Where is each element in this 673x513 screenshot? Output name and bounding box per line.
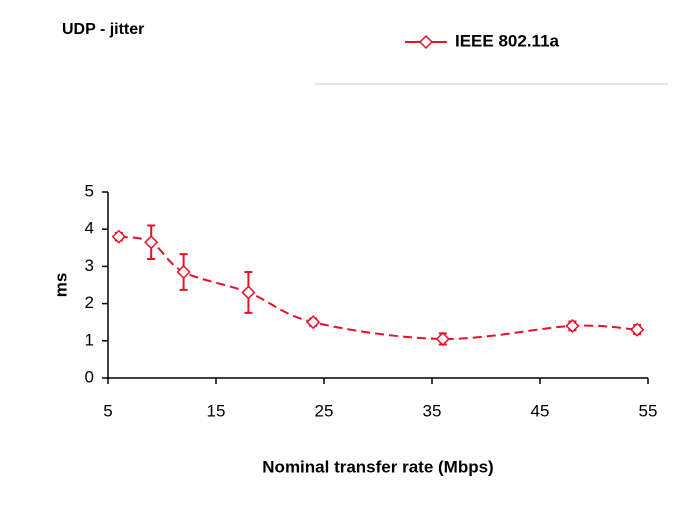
x-tick-label: 25 — [315, 401, 334, 420]
data-point — [565, 318, 580, 333]
y-tick-label: 1 — [85, 330, 94, 349]
data-point — [176, 264, 191, 280]
data-line — [118, 235, 638, 340]
legend-marker — [418, 34, 434, 50]
y-tick-label: 4 — [85, 219, 94, 238]
legend-label: IEEE 802.11a — [455, 31, 560, 50]
data-point — [241, 285, 256, 300]
y-tick-label: 3 — [85, 256, 94, 275]
data-point — [306, 315, 321, 330]
x-axis-label: Nominal transfer rate (Mbps) — [262, 457, 493, 476]
data-point — [630, 322, 645, 337]
data-point — [144, 235, 159, 250]
y-tick-label: 2 — [85, 293, 94, 312]
y-axis-label: ms — [51, 273, 70, 298]
y-tick-label: 0 — [85, 367, 94, 386]
data-point — [435, 331, 450, 347]
chart-title: UDP - jitter — [62, 21, 144, 38]
x-tick-label: 15 — [207, 401, 226, 420]
y-tick-label: 5 — [85, 181, 94, 200]
data-point — [111, 229, 126, 244]
x-tick-label: 35 — [423, 401, 442, 420]
x-tick-label: 45 — [531, 401, 550, 420]
x-tick-label: 55 — [639, 401, 658, 420]
x-tick-label: 5 — [103, 401, 112, 420]
